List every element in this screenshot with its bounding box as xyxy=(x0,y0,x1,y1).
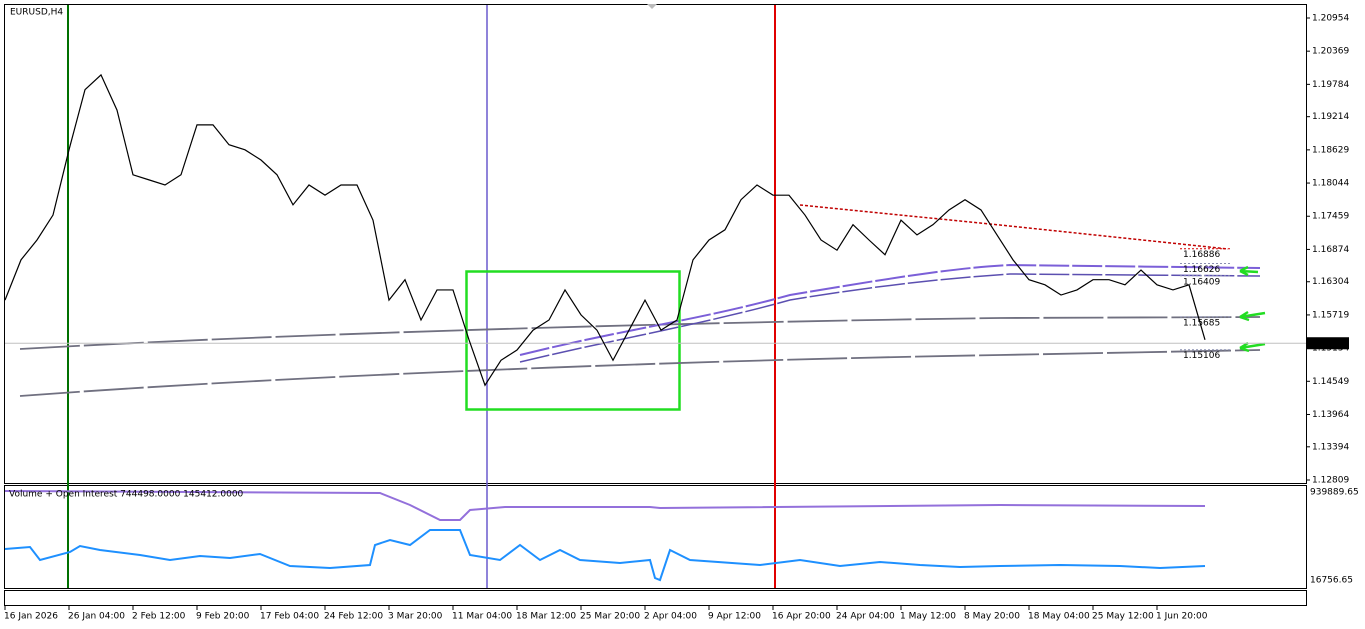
current-price-label: 1.15220 xyxy=(1310,339,1347,349)
price-line xyxy=(4,73,1206,387)
indicator-title: Volume + Open Interest 744498.0000 14541… xyxy=(9,490,244,500)
volume-line xyxy=(4,529,1206,582)
y-tick-label: 1.13394 xyxy=(1312,442,1349,452)
moving-average xyxy=(19,349,1261,397)
level-label: 1.15685 xyxy=(1183,318,1220,328)
indicator-min-label: 16756.65 xyxy=(1310,576,1353,586)
y-tick-label: 1.16874 xyxy=(1312,245,1349,255)
x-tick-label: 9 Apr 12:00 xyxy=(708,612,761,622)
y-tick-label: 1.14549 xyxy=(1312,377,1349,387)
arrow xyxy=(1239,310,1266,322)
range-box xyxy=(465,270,681,411)
y-tick-label: 1.18044 xyxy=(1312,179,1349,189)
open-interest-line xyxy=(4,490,1206,521)
indicator-max-label: 939889.65 xyxy=(1310,488,1359,498)
y-tick-label: 1.17459 xyxy=(1312,212,1349,222)
x-tick-label: 9 Feb 20:00 xyxy=(196,612,250,622)
x-tick-label: 18 May 04:00 xyxy=(1028,612,1090,622)
y-tick-label: 1.13964 xyxy=(1312,410,1349,420)
x-tick-label: 16 Apr 20:00 xyxy=(772,612,831,622)
x-tick-label: 26 Jan 04:00 xyxy=(68,612,125,622)
x-tick-label: 11 Mar 04:00 xyxy=(452,612,512,622)
x-tick-label: 25 Mar 20:00 xyxy=(580,612,640,622)
x-tick-label: 2 Feb 12:00 xyxy=(132,612,186,622)
x-tick-label: 18 Mar 12:00 xyxy=(516,612,576,622)
moving-average xyxy=(19,316,1261,350)
scroll-marker xyxy=(647,4,657,9)
y-tick-label: 1.20954 xyxy=(1312,13,1349,23)
x-tick-label: 8 May 20:00 xyxy=(964,612,1020,622)
y-tick-label: 1.19784 xyxy=(1312,80,1349,90)
level-label: 1.16409 xyxy=(1183,277,1220,287)
y-tick-label: 1.19214 xyxy=(1312,112,1349,122)
y-tick-label: 1.16304 xyxy=(1312,277,1349,287)
chart-title: EURUSD,H4 xyxy=(10,8,63,18)
event-strip xyxy=(4,590,1307,606)
x-tick-label: 17 Feb 04:00 xyxy=(260,612,319,622)
x-tick-label: 25 May 12:00 xyxy=(1092,612,1154,622)
y-tick-label: 1.18629 xyxy=(1312,145,1349,155)
x-tick-label: 1 Jun 20:00 xyxy=(1156,612,1208,622)
arrow xyxy=(1239,265,1259,277)
x-tick-label: 24 Feb 12:00 xyxy=(324,612,383,622)
arrow xyxy=(1239,341,1266,353)
x-tick-label: 3 Mar 20:00 xyxy=(388,612,443,622)
indicator-frame xyxy=(4,485,1307,589)
level-label: 1.15106 xyxy=(1183,351,1220,361)
moving-average xyxy=(519,263,1261,356)
moving-average xyxy=(519,273,1261,363)
y-tick-label: 1.20369 xyxy=(1312,47,1349,57)
level-label: 1.16886 xyxy=(1183,250,1220,260)
x-tick-label: 2 Apr 04:00 xyxy=(644,612,697,622)
x-tick-label: 16 Jan 2026 xyxy=(4,612,58,622)
x-tick-label: 1 May 12:00 xyxy=(900,612,956,622)
y-tick-label: 1.12809 xyxy=(1312,475,1349,485)
level-label: 1.16626 xyxy=(1183,265,1220,275)
y-tick-label: 1.15719 xyxy=(1312,310,1349,320)
current-price-box xyxy=(1307,337,1349,350)
trend-line xyxy=(799,204,1229,250)
x-tick-label: 24 Apr 04:00 xyxy=(836,612,895,622)
